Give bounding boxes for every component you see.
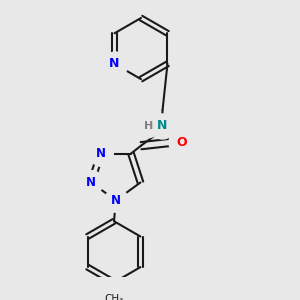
Text: O: O [176,136,187,148]
Text: N: N [109,57,120,70]
Text: N: N [157,119,167,132]
Text: N: N [86,176,96,189]
Text: H: H [144,121,153,131]
Text: N: N [111,194,121,207]
Text: N: N [96,147,106,160]
Text: CH₃: CH₃ [104,294,124,300]
